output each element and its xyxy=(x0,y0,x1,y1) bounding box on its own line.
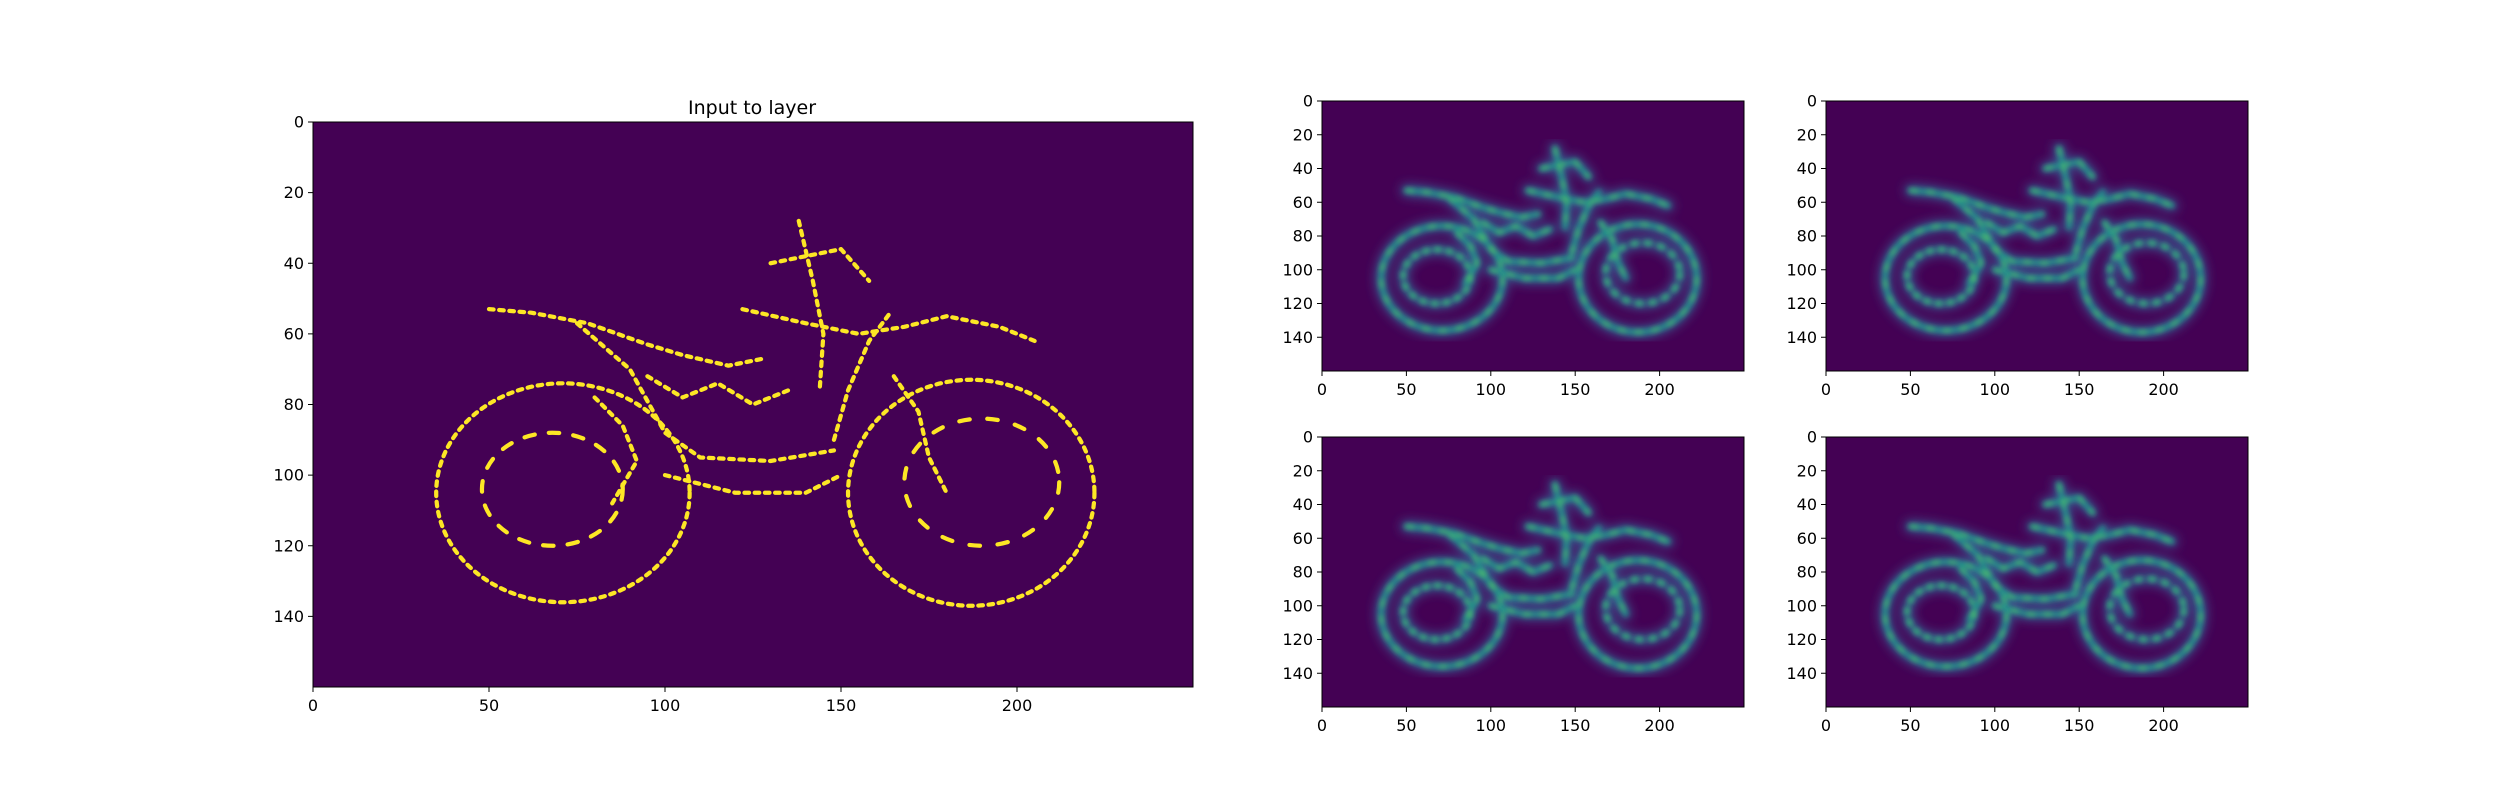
y-tick-label: 0 xyxy=(1807,428,1817,447)
y-tick-label: 100 xyxy=(273,466,304,485)
x-tick-label: 0 xyxy=(1821,716,1831,735)
y-axis-ticks: 0 20 40 60 80 100 120 140 xyxy=(1786,92,1826,347)
y-tick-label: 100 xyxy=(1786,260,1817,279)
x-axis-ticks: 0 50 100 150 200 xyxy=(1821,371,2179,399)
y-tick-label: 20 xyxy=(1797,461,1817,480)
x-tick-label: 200 xyxy=(2148,380,2179,399)
x-tick-label: 0 xyxy=(1821,380,1831,399)
x-axis-ticks: 0 50 100 150 200 xyxy=(1317,371,1675,399)
y-tick-label: 0 xyxy=(1807,92,1817,111)
x-tick-label: 150 xyxy=(2064,380,2095,399)
y-tick-label: 140 xyxy=(1282,328,1313,347)
y-tick-label: 80 xyxy=(1293,563,1313,582)
y-tick-label: 60 xyxy=(1797,193,1817,212)
y-tick-label: 100 xyxy=(1282,260,1313,279)
y-tick-label: 100 xyxy=(1282,596,1313,615)
y-tick-label: 80 xyxy=(1293,227,1313,246)
y-tick-label: 60 xyxy=(1293,193,1313,212)
x-tick-label: 0 xyxy=(308,696,318,715)
x-tick-label: 150 xyxy=(1560,380,1591,399)
y-tick-label: 80 xyxy=(1797,227,1817,246)
x-tick-label: 100 xyxy=(1476,716,1507,735)
main-panel-title: Input to layer xyxy=(688,97,816,119)
y-axis-ticks: 0 20 40 60 80 100 120 140 xyxy=(1282,92,1322,347)
x-tick-label: 0 xyxy=(1317,380,1327,399)
x-axis-ticks: 0 50 100 150 200 xyxy=(308,687,1032,715)
x-tick-label: 200 xyxy=(1644,380,1675,399)
x-tick-label: 100 xyxy=(650,696,681,715)
y-tick-label: 20 xyxy=(1293,125,1313,144)
x-axis-ticks: 0 50 100 150 200 xyxy=(1821,707,2179,735)
x-tick-label: 200 xyxy=(2148,716,2179,735)
y-tick-label: 40 xyxy=(1797,495,1817,514)
x-tick-label: 150 xyxy=(826,696,857,715)
y-tick-label: 60 xyxy=(284,324,304,343)
x-tick-label: 200 xyxy=(1644,716,1675,735)
y-tick-label: 0 xyxy=(294,113,304,132)
y-tick-label: 40 xyxy=(1293,159,1313,178)
y-tick-label: 20 xyxy=(284,183,304,202)
feature-map-1-panel: 0 50 100 150 200 0 20 40 60 80 100 120 140 xyxy=(1282,92,1745,399)
x-tick-label: 100 xyxy=(1980,716,2011,735)
y-tick-label: 40 xyxy=(1293,495,1313,514)
x-tick-label: 50 xyxy=(1396,716,1416,735)
y-tick-label: 120 xyxy=(1282,294,1313,313)
feature-map-4-panel: 0 50 100 150 200 0 20 40 60 80 100 120 140 xyxy=(1786,428,2249,735)
main-plot-area xyxy=(313,122,1193,687)
x-tick-label: 50 xyxy=(1396,380,1416,399)
feature-map-2-panel: 0 50 100 150 200 0 20 40 60 80 100 120 140 xyxy=(1786,92,2249,399)
main-heatmap-panel: Input to layer 0 50 100 150 200 0 20 40 60 80 100 1… xyxy=(273,97,1194,715)
y-tick-label: 80 xyxy=(1797,563,1817,582)
y-tick-label: 40 xyxy=(284,254,304,273)
y-tick-label: 140 xyxy=(1786,664,1817,683)
y-tick-label: 120 xyxy=(1282,630,1313,649)
y-tick-label: 60 xyxy=(1293,529,1313,548)
y-tick-label: 20 xyxy=(1797,125,1817,144)
y-axis-ticks: 0 20 40 60 80 100 120 140 xyxy=(1786,428,1826,683)
y-tick-label: 60 xyxy=(1797,529,1817,548)
x-tick-label: 150 xyxy=(1560,716,1591,735)
y-tick-label: 140 xyxy=(273,607,304,626)
y-axis-ticks: 0 20 40 60 80 100 120 140 xyxy=(1282,428,1322,683)
x-tick-label: 0 xyxy=(1317,716,1327,735)
x-tick-label: 50 xyxy=(479,696,499,715)
y-tick-label: 140 xyxy=(1282,664,1313,683)
y-tick-label: 120 xyxy=(1786,294,1817,313)
y-tick-label: 0 xyxy=(1303,428,1313,447)
feature-map-3-panel: 0 50 100 150 200 0 20 40 60 80 100 120 140 xyxy=(1282,428,1745,735)
x-tick-label: 100 xyxy=(1476,380,1507,399)
y-tick-label: 40 xyxy=(1797,159,1817,178)
y-tick-label: 140 xyxy=(1786,328,1817,347)
x-tick-label: 50 xyxy=(1900,380,1920,399)
y-tick-label: 120 xyxy=(273,536,304,555)
x-axis-ticks: 0 50 100 150 200 xyxy=(1317,707,1675,735)
y-tick-label: 20 xyxy=(1293,461,1313,480)
y-tick-label: 100 xyxy=(1786,596,1817,615)
y-tick-label: 0 xyxy=(1303,92,1313,111)
y-tick-label: 80 xyxy=(284,395,304,414)
y-tick-label: 120 xyxy=(1786,630,1817,649)
x-tick-label: 200 xyxy=(1002,696,1033,715)
y-axis-ticks: 0 20 40 60 80 100 120 140 xyxy=(273,113,313,626)
x-tick-label: 50 xyxy=(1900,716,1920,735)
x-tick-label: 100 xyxy=(1980,380,2011,399)
x-tick-label: 150 xyxy=(2064,716,2095,735)
